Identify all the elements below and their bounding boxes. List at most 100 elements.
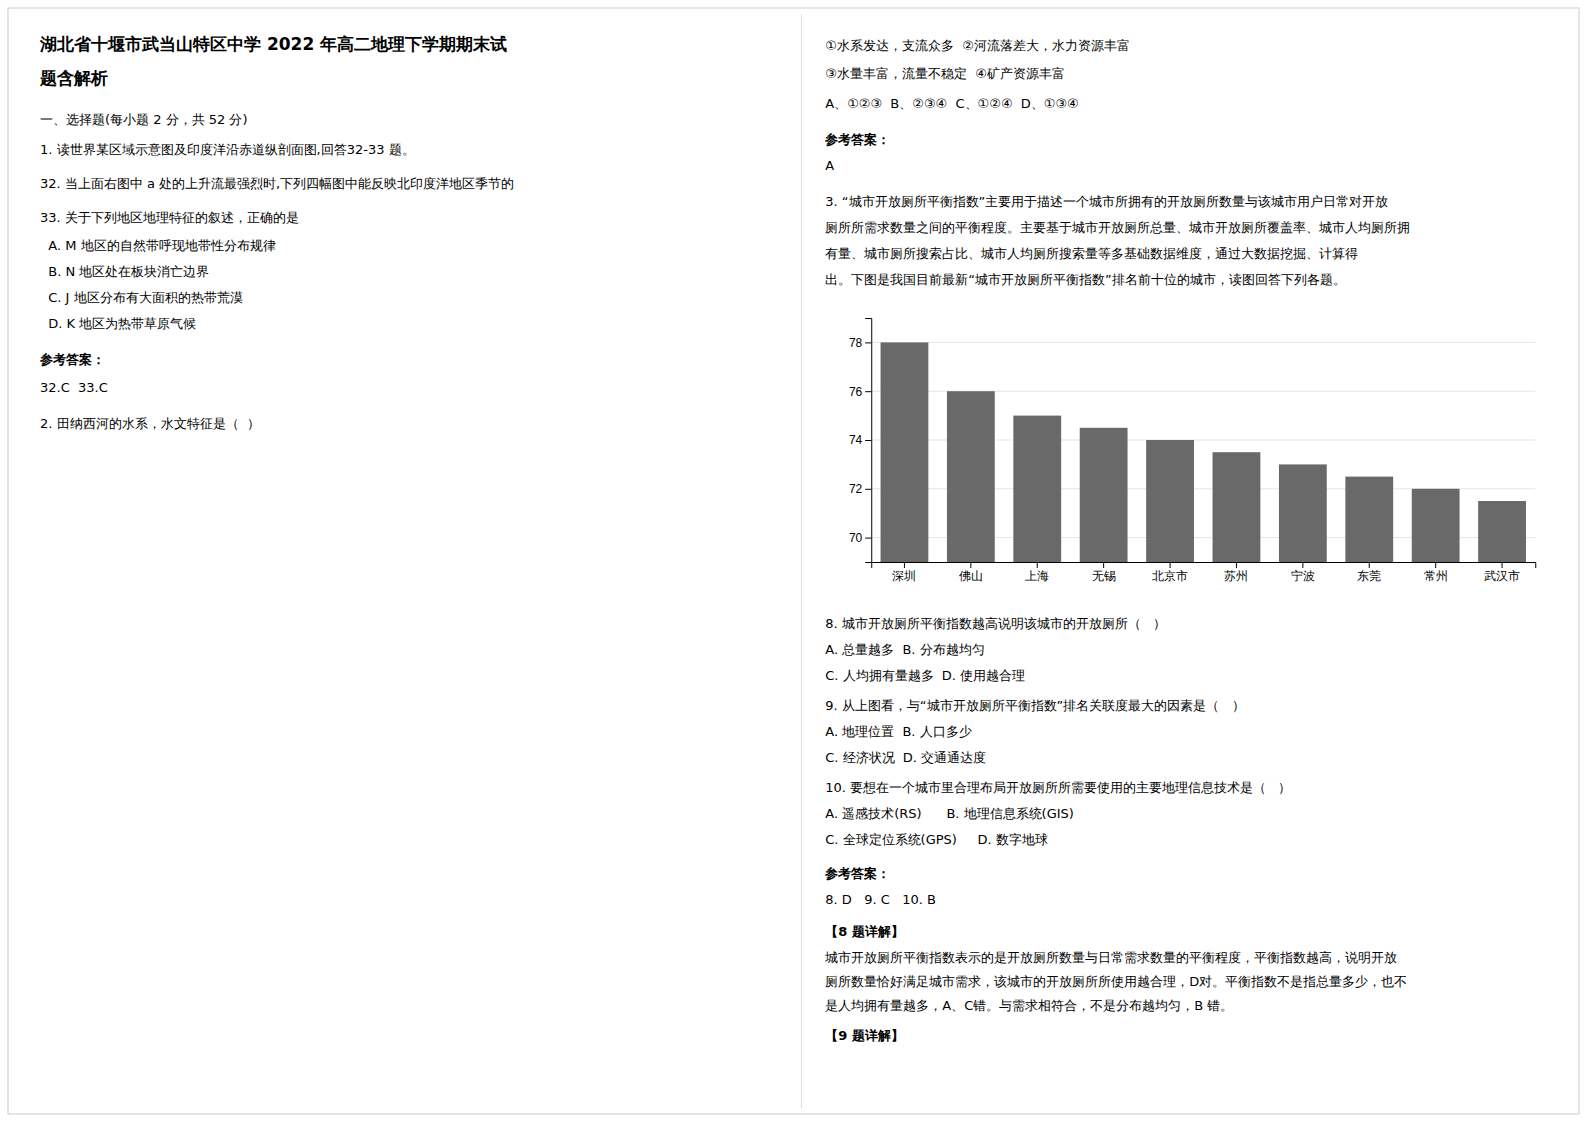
y-axis: 70 72 74 76 78 <box>849 319 872 563</box>
y-axis-line <box>865 319 872 563</box>
y-tick-mark <box>865 538 871 539</box>
page-text: 湖北省十堰市武当山特区中学 2022 年高二地理下学期期末试 <box>39 34 507 54</box>
page-text: C. 人均拥有量越多 D. 使用越合理 <box>825 668 1025 683</box>
page-text: 厕所所需求数量之间的平衡程度。主要基于城市开放厕所总量、城市开放厕所覆盖率、城市… <box>825 220 1410 235</box>
x-tick-mark <box>970 562 971 568</box>
bar <box>1345 477 1393 562</box>
page-text: 【9 题详解】 <box>825 1028 904 1043</box>
y-tick-label: 72 <box>849 482 863 496</box>
page-text: 城市开放厕所平衡指数表示的是开放厕所数量与日常需求数量的平衡程度，平衡指数越高，… <box>824 950 1397 965</box>
grid-line <box>871 342 1535 343</box>
x-tick-label: 武汉市 <box>1484 569 1520 583</box>
page-text: 参考答案： <box>39 352 105 367</box>
page-text: C. 经济状况 D. 交通通达度 <box>825 750 986 765</box>
bar-chart: 70 72 74 76 78 深圳 佛山 上海 无锡 北京市 苏州 宁波 东莞 常州 武汉市 <box>849 319 1536 583</box>
page-text: 参考答案： <box>824 132 890 147</box>
x-tick-label: 无锡 <box>1092 569 1116 583</box>
x-axis-line <box>872 563 1536 569</box>
page-text: 一、选择题(每小题 2 分，共 52 分) <box>40 112 248 127</box>
bar <box>947 391 995 562</box>
page-border <box>8 8 1579 1114</box>
x-axis: 深圳 佛山 上海 无锡 北京市 苏州 宁波 东莞 常州 武汉市 <box>872 562 1536 583</box>
page-text: 出。下图是我国目前最新“城市开放厕所平衡指数”排名前十位的城市，读图回答下列各题… <box>825 272 1345 287</box>
bar <box>1478 501 1526 562</box>
x-tick: 上海 <box>1025 562 1049 583</box>
page-text: 8. 城市开放厕所平衡指数越高说明该城市的开放厕所（ ） <box>825 616 1166 631</box>
x-tick: 东莞 <box>1357 562 1381 583</box>
page-text: 题含解析 <box>39 68 108 88</box>
page-text: C. 全球定位系统(GPS) D. 数字地球 <box>825 832 1048 847</box>
page-text: 1. 读世界某区域示意图及印度洋沿赤道纵剖面图,回答32-33 题。 <box>40 142 415 157</box>
x-tick-label: 苏州 <box>1224 569 1248 583</box>
page-text: 33. 关于下列地区地理特征的叙述，正确的是 <box>40 210 299 225</box>
bars <box>881 342 1526 562</box>
x-tick: 苏州 <box>1224 562 1248 583</box>
x-tick: 佛山 <box>959 562 983 583</box>
x-tick-label: 常州 <box>1424 569 1448 583</box>
x-tick-label: 北京市 <box>1152 569 1188 583</box>
x-tick-label: 宁波 <box>1291 569 1315 583</box>
bar <box>1146 440 1194 562</box>
page-text: D. K 地区为热带草原气候 <box>40 316 196 331</box>
y-tick-mark <box>865 391 871 392</box>
x-tick-mark <box>1170 562 1171 568</box>
x-tick: 北京市 <box>1152 562 1188 583</box>
x-tick-label: 东莞 <box>1357 569 1381 583</box>
page-text: A. M 地区的自然带呼现地带性分布规律 <box>40 238 276 253</box>
x-tick-mark <box>1435 562 1436 568</box>
y-tick: 76 <box>849 385 871 399</box>
y-tick-mark <box>865 440 871 441</box>
page-text: A. 遥感技术(RS) B. 地理信息系统(GIS) <box>825 806 1074 821</box>
y-tick: 72 <box>849 482 871 496</box>
page-text: 9. 从上图看，与“城市开放厕所平衡指数”排名关联度最大的因素是（ ） <box>825 698 1244 713</box>
page-text: 2. 田纳西河的水系，水文特征是（ ） <box>40 416 260 431</box>
page-text: ③水量丰富，流量不稳定 ④矿产资源丰富 <box>825 66 1065 81</box>
x-tick-label: 佛山 <box>959 569 983 583</box>
y-tick-label: 76 <box>849 385 863 399</box>
x-tick: 宁波 <box>1291 562 1315 583</box>
page-text: 厕所数量恰好满足城市需求，该城市的开放厕所所使用越合理，D对。平衡指数不是指总量… <box>825 974 1407 989</box>
page-text: 是人均拥有量越多，A、C错。与需求相符合，不是分布越均匀，B 错。 <box>825 998 1233 1013</box>
column-divider <box>801 14 802 1108</box>
page-text: 【8 题详解】 <box>825 924 904 939</box>
page-text: 3. “城市开放厕所平衡指数”主要用于描述一个城市所拥有的开放厕所数量与该城市用… <box>825 194 1388 209</box>
x-tick-mark <box>1502 562 1503 568</box>
page-text: 32. 当上面右图中 a 处的上升流最强烈时,下列四幅图中能反映北印度洋地区季节… <box>40 176 514 191</box>
y-tick-mark <box>865 342 871 343</box>
page-text: ①水系发达，支流众多 ②河流落差大，水力资源丰富 <box>825 38 1130 53</box>
page-text: A. 地理位置 B. 人口多少 <box>825 724 971 739</box>
page-text: A <box>825 158 834 173</box>
y-tick: 70 <box>849 531 871 545</box>
x-tick: 常州 <box>1424 562 1448 583</box>
x-tick-label: 上海 <box>1025 569 1049 583</box>
page: 湖北省十堰市武当山特区中学 2022 年高二地理下学期期末试题含解析一、选择题(… <box>0 0 1587 1122</box>
page-text: A. 总量越多 B. 分布越均匀 <box>825 642 984 657</box>
x-tick-mark <box>1236 562 1237 568</box>
x-tick-mark <box>904 562 905 568</box>
x-tick-mark <box>1369 562 1370 568</box>
x-tick: 深圳 <box>892 562 916 583</box>
bar <box>1013 416 1061 562</box>
page-text: 参考答案： <box>824 866 890 881</box>
page-text: 有量、城市厕所搜索占比、城市人均厕所搜索量等多基础数据维度，通过大数据挖掘、计算… <box>825 246 1358 261</box>
bar <box>1213 452 1261 562</box>
page-text: C. J 地区分布有大面积的热带荒漠 <box>40 290 243 305</box>
bar <box>1080 428 1128 562</box>
x-tick-label: 深圳 <box>892 569 916 583</box>
page-text: A、①②③ B、②③④ C、①②④ D、①③④ <box>825 96 1079 111</box>
y-tick-mark <box>865 489 871 490</box>
page-text: 8. D 9. C 10. B <box>825 892 936 907</box>
x-tick: 武汉市 <box>1484 562 1520 583</box>
x-tick-mark <box>1302 562 1303 568</box>
bar <box>881 342 929 562</box>
x-tick: 无锡 <box>1092 562 1116 583</box>
page-text: 32.C 33.C <box>40 380 108 395</box>
y-tick-label: 74 <box>849 433 863 447</box>
bar <box>1412 489 1460 562</box>
y-tick: 74 <box>849 433 871 447</box>
y-tick: 78 <box>849 336 871 350</box>
y-tick-label: 70 <box>849 531 863 545</box>
y-tick-label: 78 <box>849 336 863 350</box>
page-text: 10. 要想在一个城市里合理布局开放厕所所需要使用的主要地理信息技术是（ ） <box>825 780 1291 795</box>
x-tick-mark <box>1103 562 1104 568</box>
